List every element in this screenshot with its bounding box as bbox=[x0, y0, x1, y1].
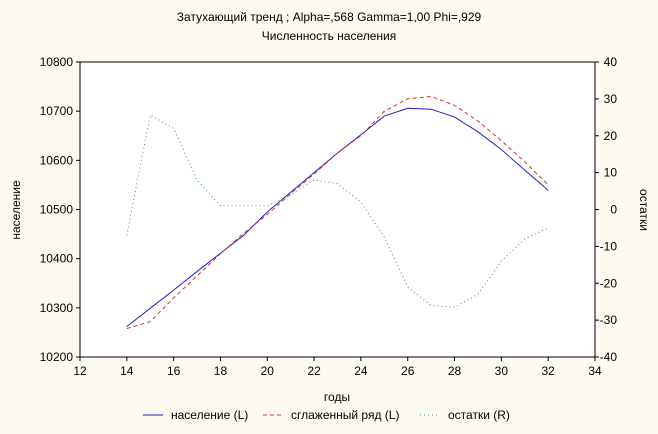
series-line-1 bbox=[126, 95, 549, 329]
y-right-tick-label: 10 bbox=[604, 166, 618, 180]
y-right-tick-label: 20 bbox=[604, 129, 618, 143]
x-tick-label: 24 bbox=[354, 364, 368, 378]
x-tick-label: 18 bbox=[214, 364, 228, 378]
x-tick-label: 28 bbox=[448, 364, 462, 378]
chart-subtitle: Численность населения bbox=[262, 29, 396, 43]
legend: население (L) сглаженный ряд (L) остатки (… bbox=[143, 408, 510, 422]
series-line-2 bbox=[126, 114, 549, 308]
y-right-tick-label: -20 bbox=[600, 276, 618, 290]
legend-label: население (L) bbox=[171, 408, 248, 422]
legend-label: остатки (R) bbox=[448, 408, 510, 422]
y-left-tick-label: 10500 bbox=[40, 203, 74, 217]
y-right-tick-label: 30 bbox=[604, 92, 618, 106]
y-right-tick-label: -30 bbox=[600, 313, 618, 327]
y-right-tick-label: -40 bbox=[600, 350, 618, 364]
x-axis-label: годы bbox=[324, 390, 350, 404]
legend-label: сглаженный ряд (L) bbox=[291, 408, 399, 422]
y-axis-left-label: население bbox=[9, 180, 23, 240]
x-tick-label: 22 bbox=[307, 364, 321, 378]
y-left-tick-label: 10200 bbox=[40, 350, 74, 364]
x-tick-label: 14 bbox=[120, 364, 134, 378]
chart-title: Затухающий тренд ; Alpha=,568 Gamma=1,00… bbox=[177, 10, 482, 24]
y-axis-right-label: остатки bbox=[637, 189, 651, 231]
y-right-tick-label: 0 bbox=[610, 203, 617, 217]
x-tick-label: 32 bbox=[542, 364, 556, 378]
x-tick-label: 30 bbox=[495, 364, 509, 378]
y-left-tick-label: 10600 bbox=[40, 153, 74, 167]
x-tick-label: 20 bbox=[261, 364, 275, 378]
y-right-tick-label: 40 bbox=[604, 55, 618, 69]
y-left-tick-label: 10800 bbox=[40, 55, 74, 69]
y-left-tick-label: 10300 bbox=[40, 301, 74, 315]
x-tick-label: 26 bbox=[401, 364, 415, 378]
x-tick-label: 12 bbox=[73, 364, 87, 378]
x-tick-label: 34 bbox=[588, 364, 602, 378]
y-left-tick-label: 10700 bbox=[40, 104, 74, 118]
x-tick-label: 16 bbox=[167, 364, 181, 378]
y-left-tick-label: 10400 bbox=[40, 252, 74, 266]
y-right-tick-label: -10 bbox=[600, 239, 618, 253]
plot-area bbox=[79, 61, 596, 358]
